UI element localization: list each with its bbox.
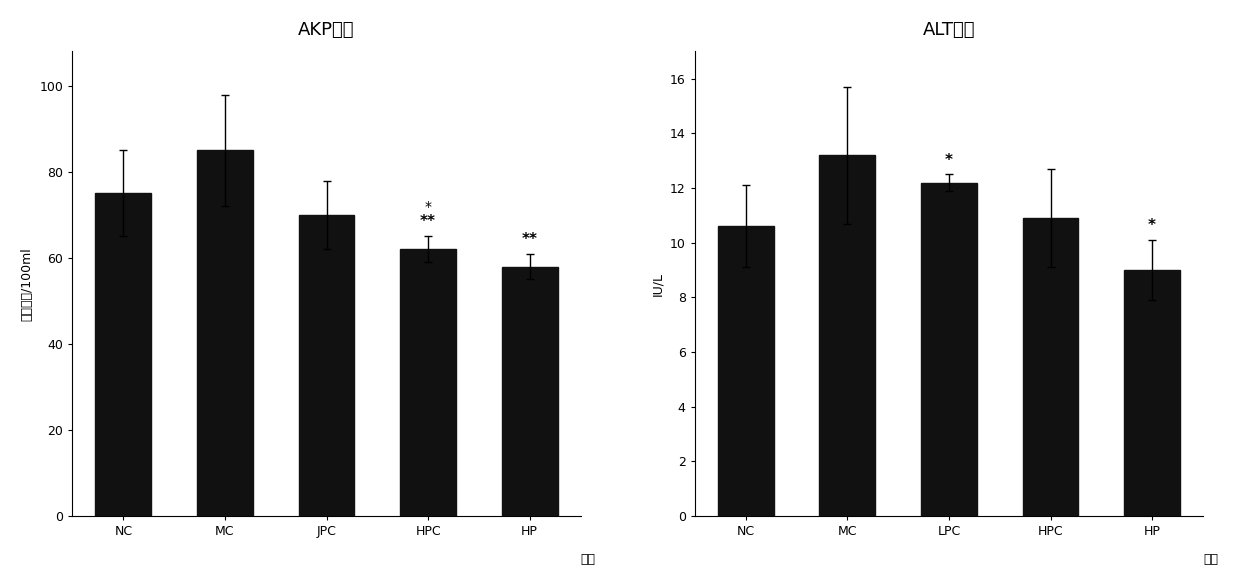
Bar bbox=[1022, 218, 1078, 516]
Text: *: * bbox=[945, 152, 953, 168]
Bar bbox=[819, 155, 875, 516]
Bar bbox=[299, 215, 354, 516]
Bar bbox=[400, 250, 456, 516]
Text: 组别: 组别 bbox=[1203, 553, 1218, 566]
Y-axis label: 金氏单位/100ml: 金氏单位/100ml bbox=[21, 247, 33, 321]
Bar bbox=[95, 193, 151, 516]
Bar bbox=[1124, 270, 1180, 516]
Bar bbox=[197, 151, 253, 516]
Title: ALT活力: ALT活力 bbox=[923, 21, 975, 39]
Text: **: ** bbox=[420, 214, 436, 230]
Text: 组别: 组别 bbox=[581, 553, 596, 566]
Bar bbox=[502, 267, 558, 516]
Bar bbox=[717, 226, 773, 516]
Text: *: * bbox=[425, 200, 431, 214]
Title: AKP活力: AKP活力 bbox=[299, 21, 354, 39]
Text: **: ** bbox=[522, 231, 538, 247]
Text: *: * bbox=[1149, 218, 1156, 233]
Y-axis label: IU/L: IU/L bbox=[652, 272, 664, 296]
Bar bbox=[921, 183, 976, 516]
